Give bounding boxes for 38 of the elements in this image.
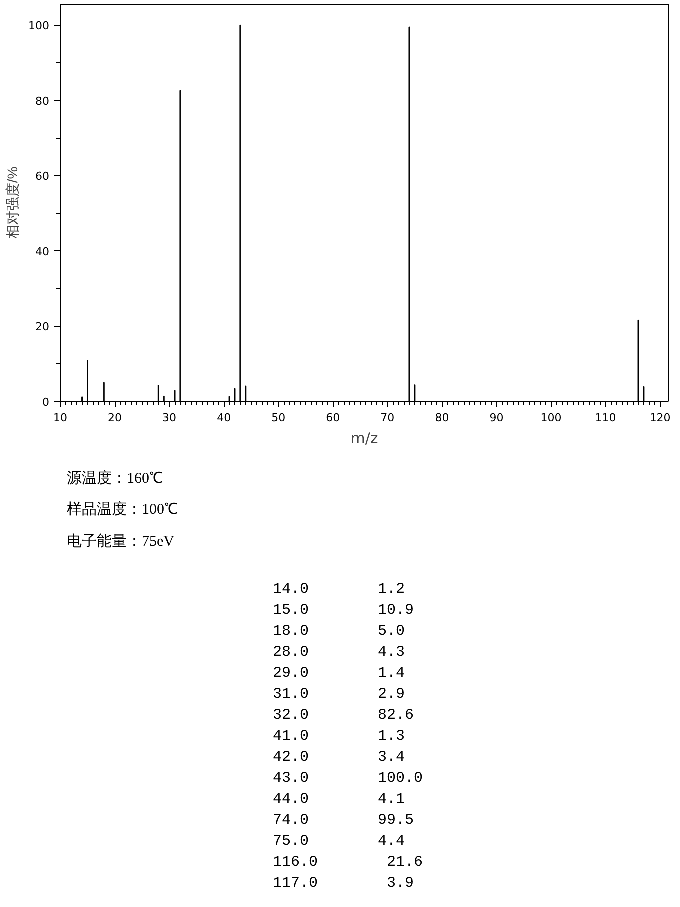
x-tick-label: 120: [650, 412, 671, 424]
y-tick-label: 40: [36, 245, 50, 258]
y-tick-label: 100: [28, 20, 50, 33]
text: 15.0 10.9: [273, 601, 416, 622]
text: 源温度：160℃: [67, 469, 164, 489]
text: 116.0 21.6: [273, 853, 424, 874]
x-axis-title: m/z: [350, 430, 378, 448]
text: 43.0 100.0: [273, 769, 424, 790]
y-axis-title: 相对强度/%: [4, 166, 21, 240]
x-tick-label: 100: [540, 412, 562, 424]
x-tick-label: 30: [162, 412, 177, 424]
y-tick-label: 20: [36, 320, 50, 334]
text: 74.0 99.5: [273, 811, 416, 832]
x-tick-label: 110: [595, 412, 616, 424]
text: 31.0 2.9: [273, 685, 406, 706]
x-tick-label: 20: [108, 412, 122, 424]
x-tick-label: 60: [326, 412, 340, 424]
text: 117.0 3.9: [273, 874, 416, 894]
text: 28.0 4.3: [273, 643, 406, 664]
x-tick-label: 70: [380, 412, 395, 424]
y-tick-label: 80: [36, 94, 50, 108]
y-tick-label: 60: [36, 170, 50, 184]
x-tick-label: 40: [217, 412, 232, 424]
x-tick-label: 10: [54, 412, 68, 424]
text: 42.0 3.4: [273, 748, 406, 768]
text: 14.0 1.2: [273, 580, 406, 600]
text: 41.0 1.3: [273, 727, 406, 748]
x-tick-label: 50: [272, 412, 286, 424]
y-tick-label: 0: [42, 396, 50, 409]
text: 样品温度：100℃: [67, 500, 178, 520]
x-tick-label: 90: [490, 412, 504, 424]
text: 75.0 4.4: [273, 832, 406, 852]
text: 29.0 1.4: [273, 664, 406, 684]
x-tick-label: 80: [435, 412, 450, 424]
text: 18.0 5.0: [273, 622, 406, 642]
text: 电子能量：75eV: [67, 532, 176, 552]
text: 44.0 4.1: [273, 790, 406, 810]
text: 32.0 82.6: [273, 706, 416, 726]
